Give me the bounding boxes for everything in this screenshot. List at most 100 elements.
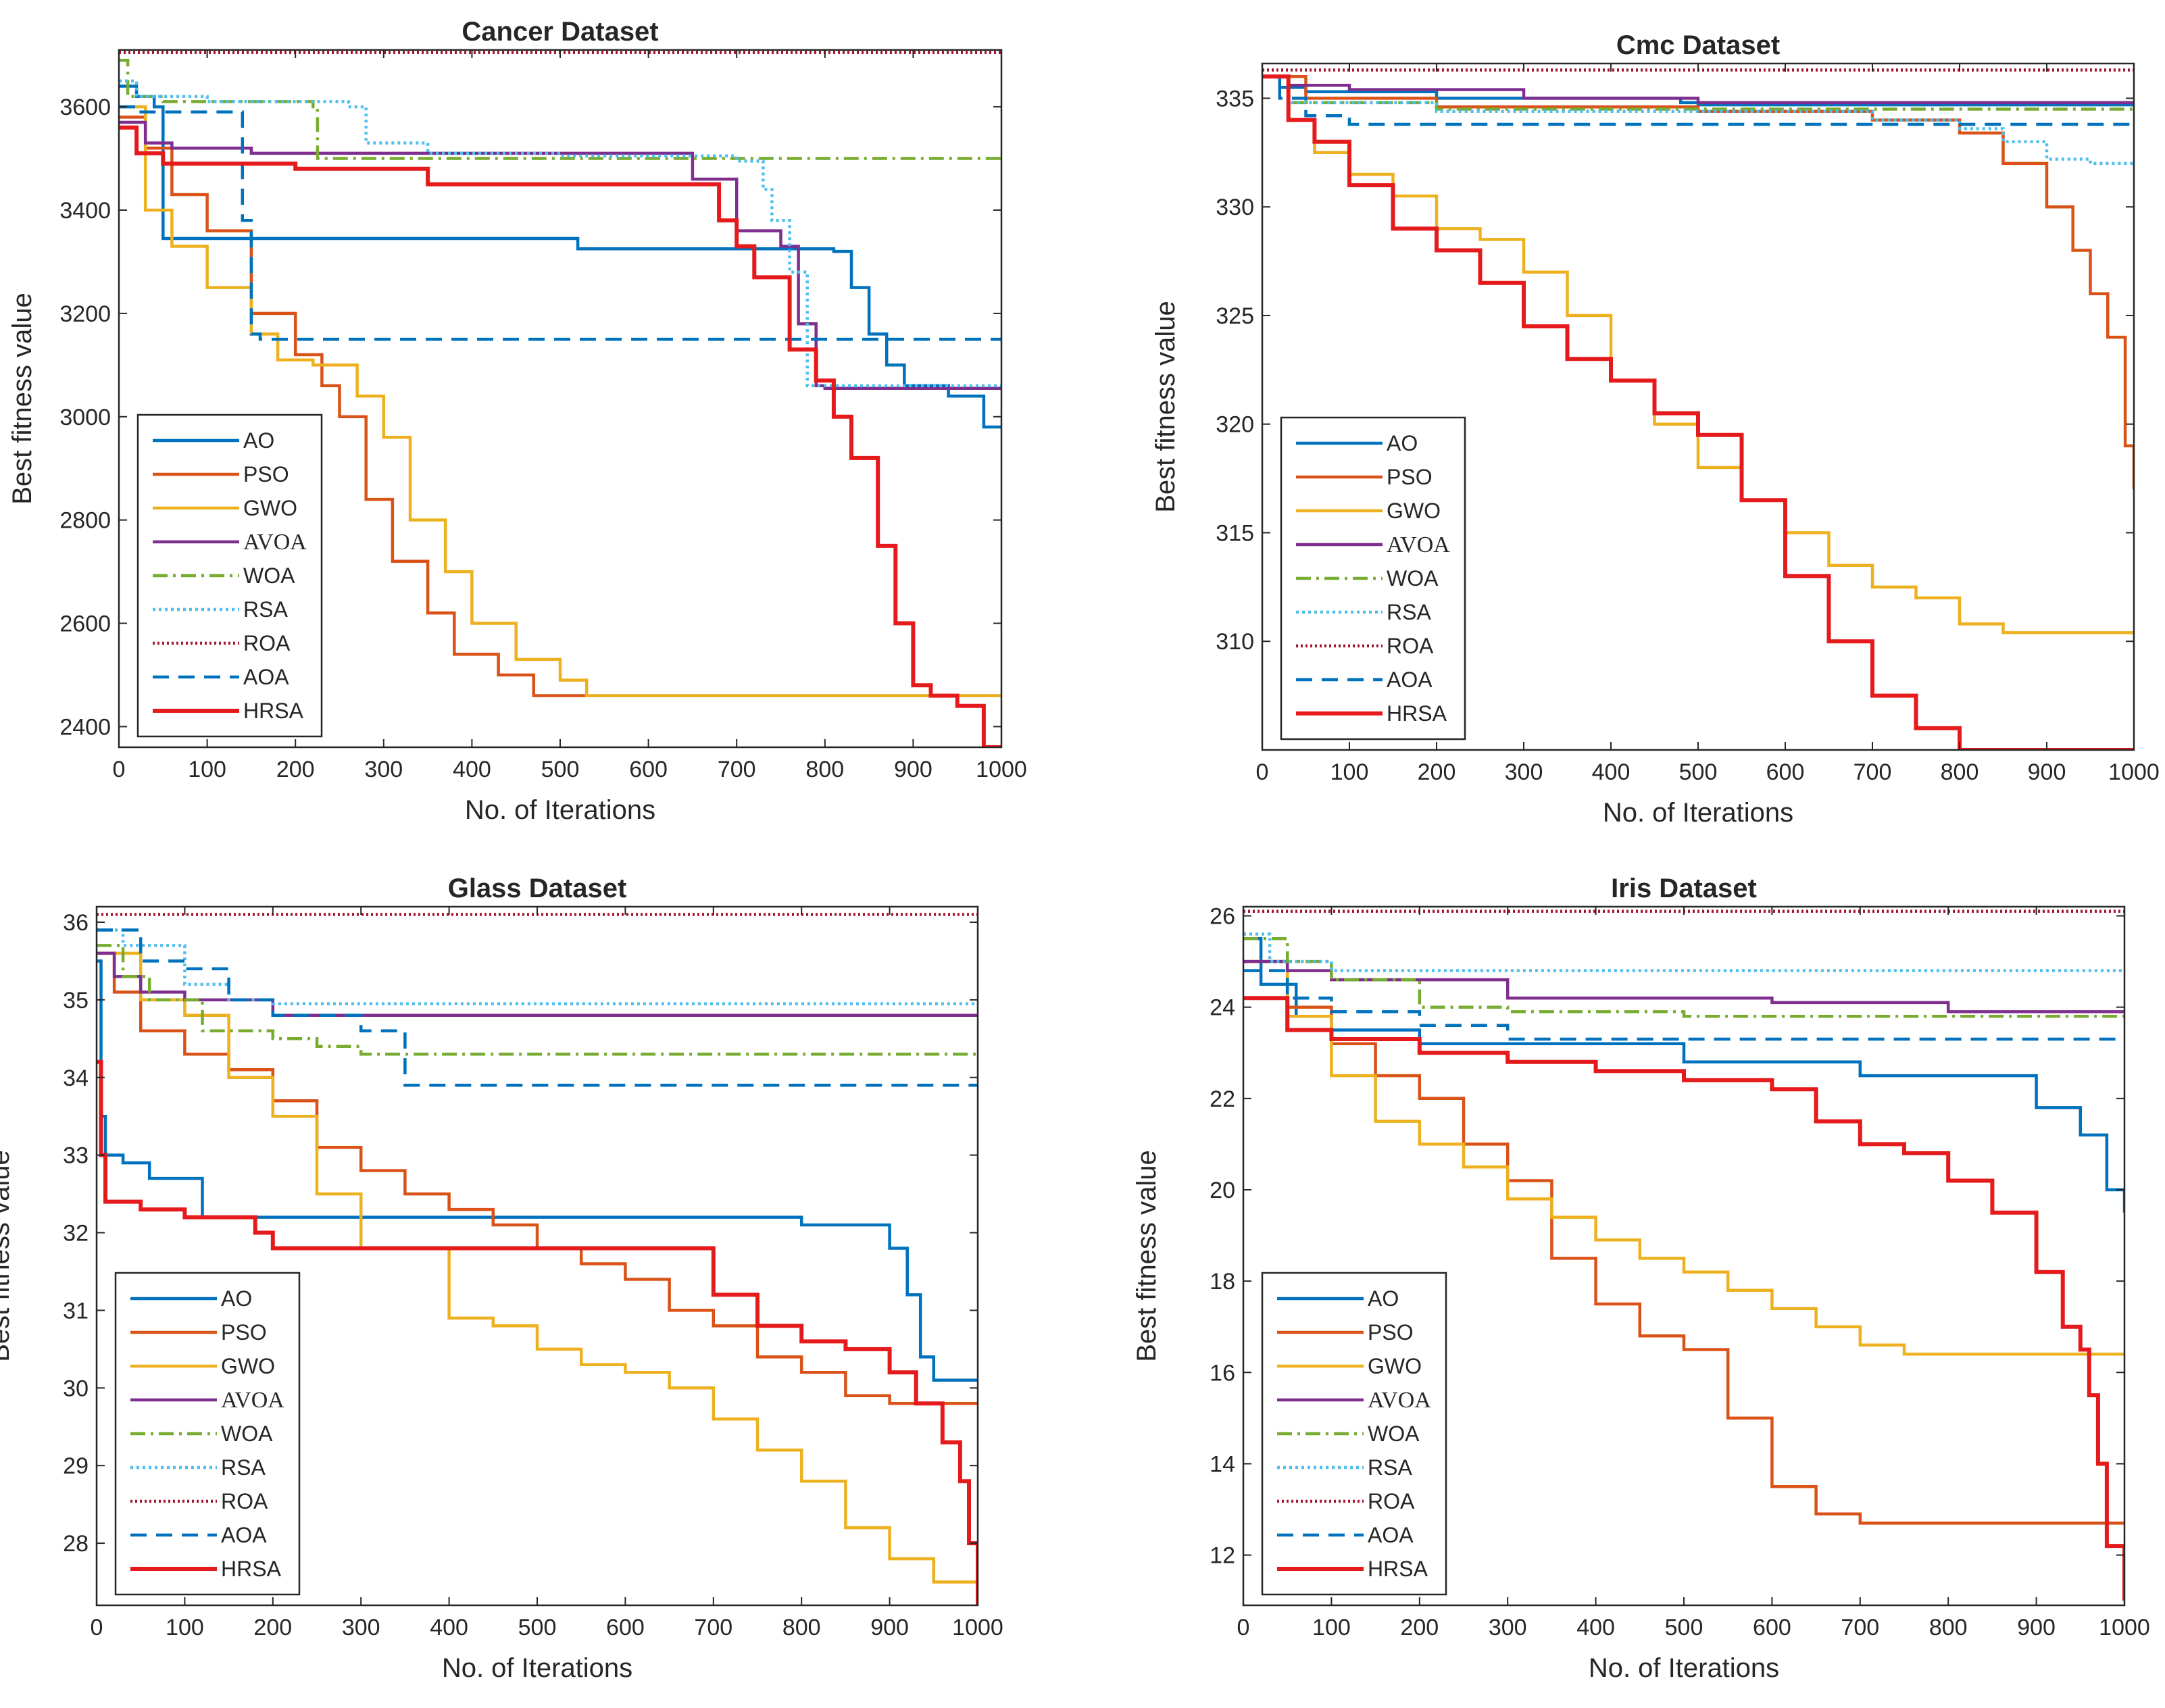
x-tick-label: 100	[166, 1615, 204, 1640]
x-tick-label: 900	[2017, 1615, 2056, 1640]
x-tick-label: 500	[1665, 1615, 1703, 1640]
x-tick-label: 100	[1312, 1615, 1351, 1640]
series-line-aoa	[119, 105, 1001, 341]
chart-title: Cancer Dataset	[462, 17, 658, 47]
x-tick-label: 300	[1505, 759, 1543, 785]
series-line-hrsa	[1243, 996, 2124, 1601]
series-line-hrsa	[97, 1059, 978, 1605]
legend-label-pso: PSO	[221, 1320, 267, 1345]
y-tick-label: 29	[63, 1453, 89, 1479]
y-tick-label: 33	[63, 1143, 89, 1169]
x-tick-label: 600	[1753, 1615, 1791, 1640]
legend-label-ao: AO	[221, 1286, 252, 1311]
y-tick-label: 35	[63, 988, 89, 1013]
series-line-woa	[1262, 75, 2134, 111]
x-tick-label: 900	[894, 757, 932, 782]
series-line-gwo	[97, 951, 978, 1584]
y-tick-label: 315	[1216, 520, 1254, 546]
x-tick-label: 700	[1841, 1615, 1879, 1640]
y-tick-label: 14	[1210, 1451, 1235, 1477]
series-line-avoa	[1243, 959, 2124, 1013]
x-tick-label: 700	[718, 757, 756, 782]
legend-label-avoa: AVOA	[1387, 532, 1450, 557]
series-line-aoa	[97, 928, 978, 1087]
series-line-pso	[97, 951, 978, 1405]
y-tick-label: 2800	[59, 508, 111, 534]
legend: AO PSO GWO AVOA WOA RSA ROA AOA HRSA	[136, 413, 323, 738]
chart-panel-3: 0 100 200 300 400 500 600 700 800 900 1000 12 14 16 18…	[1132, 874, 2150, 1683]
legend-label-avoa: AVOA	[1368, 1388, 1431, 1413]
y-tick-label: 30	[63, 1376, 89, 1401]
y-tick-label: 3400	[59, 198, 111, 224]
series-line-ao	[1243, 937, 2124, 1213]
legend-label-woa: WOA	[221, 1422, 273, 1446]
x-tick-label: 600	[1766, 759, 1805, 785]
x-tick-label: 400	[453, 757, 491, 782]
legend: AO PSO GWO AVOA WOA RSA ROA AOA HRSA	[1280, 416, 1466, 740]
series-line-avoa	[97, 951, 978, 1018]
x-axis-label: No. of Iterations	[442, 1653, 632, 1683]
y-tick-label: 16	[1210, 1360, 1235, 1386]
series-line-pso	[1243, 959, 2124, 1525]
y-axis-label: Best fitness value	[1132, 1150, 1162, 1362]
series-line-rsa	[1262, 75, 2134, 166]
chart-title: Cmc Dataset	[1616, 30, 1780, 60]
x-tick-label: 0	[113, 757, 126, 782]
series-line-hrsa	[1262, 74, 2134, 750]
legend-label-avoa: AVOA	[243, 530, 307, 555]
x-tick-label: 500	[1679, 759, 1718, 785]
x-tick-label: 0	[1256, 759, 1269, 785]
y-tick-label: 34	[63, 1065, 89, 1091]
legend: AO PSO GWO AVOA WOA RSA ROA AOA HRSA	[114, 1272, 301, 1596]
x-tick-label: 500	[518, 1615, 557, 1640]
legend-label-aoa: AOA	[1387, 668, 1433, 692]
legend-label-gwo: GWO	[243, 496, 297, 520]
y-tick-label: 32	[63, 1221, 89, 1247]
x-tick-label: 0	[1237, 1615, 1250, 1640]
y-tick-label: 3600	[59, 95, 111, 120]
x-axis-label: No. of Iterations	[465, 795, 655, 825]
series-line-gwo	[119, 105, 1001, 697]
legend-label-avoa: AVOA	[221, 1388, 284, 1413]
y-tick-label: 325	[1216, 303, 1254, 329]
x-tick-label: 400	[1576, 1615, 1615, 1640]
series-line-hrsa	[119, 125, 1001, 747]
y-tick-label: 310	[1216, 629, 1254, 655]
legend-label-aoa: AOA	[1368, 1523, 1414, 1547]
legend-label-ao: AO	[1387, 431, 1418, 455]
y-tick-label: 31	[63, 1298, 89, 1324]
series-line-rsa	[119, 79, 1001, 388]
x-tick-label: 100	[188, 757, 226, 782]
series-line-gwo	[1243, 959, 2124, 1356]
y-tick-label: 12	[1210, 1543, 1235, 1569]
chart-panel-0: 0 100 200 300 400 500 600 700 800 900 1000 2400 2600…	[7, 17, 1027, 825]
series-line-ao	[97, 959, 978, 1382]
y-tick-label: 330	[1216, 195, 1254, 220]
legend-label-woa: WOA	[243, 563, 295, 588]
y-axis-label: Best fitness value	[1151, 301, 1180, 513]
legend-label-hrsa: HRSA	[1387, 701, 1447, 726]
x-tick-label: 200	[1418, 759, 1456, 785]
y-tick-label: 28	[63, 1531, 89, 1557]
x-tick-label: 200	[253, 1615, 292, 1640]
x-tick-label: 700	[694, 1615, 732, 1640]
x-tick-label: 500	[541, 757, 580, 782]
x-tick-label: 800	[782, 1615, 821, 1640]
x-tick-label: 800	[1929, 1615, 1968, 1640]
legend-label-gwo: GWO	[1387, 499, 1441, 523]
legend-label-woa: WOA	[1387, 566, 1439, 591]
legend-label-gwo: GWO	[1368, 1354, 1422, 1378]
legend-label-aoa: AOA	[221, 1523, 267, 1547]
x-axis-label: No. of Iterations	[1589, 1653, 1779, 1683]
x-tick-label: 900	[870, 1615, 909, 1640]
chart-title: Glass Dataset	[448, 874, 627, 903]
legend-label-rsa: RSA	[1368, 1455, 1412, 1480]
x-tick-label: 800	[805, 757, 844, 782]
x-tick-label: 1000	[2099, 1615, 2150, 1640]
chart-panel-2: 0 100 200 300 400 500 600 700 800 900 1000 28 29 30 31…	[0, 874, 1003, 1683]
legend-label-ao: AO	[1368, 1286, 1399, 1311]
legend-label-rsa: RSA	[221, 1455, 266, 1480]
series-line-rsa	[1243, 932, 2124, 972]
y-tick-label: 335	[1216, 86, 1254, 111]
